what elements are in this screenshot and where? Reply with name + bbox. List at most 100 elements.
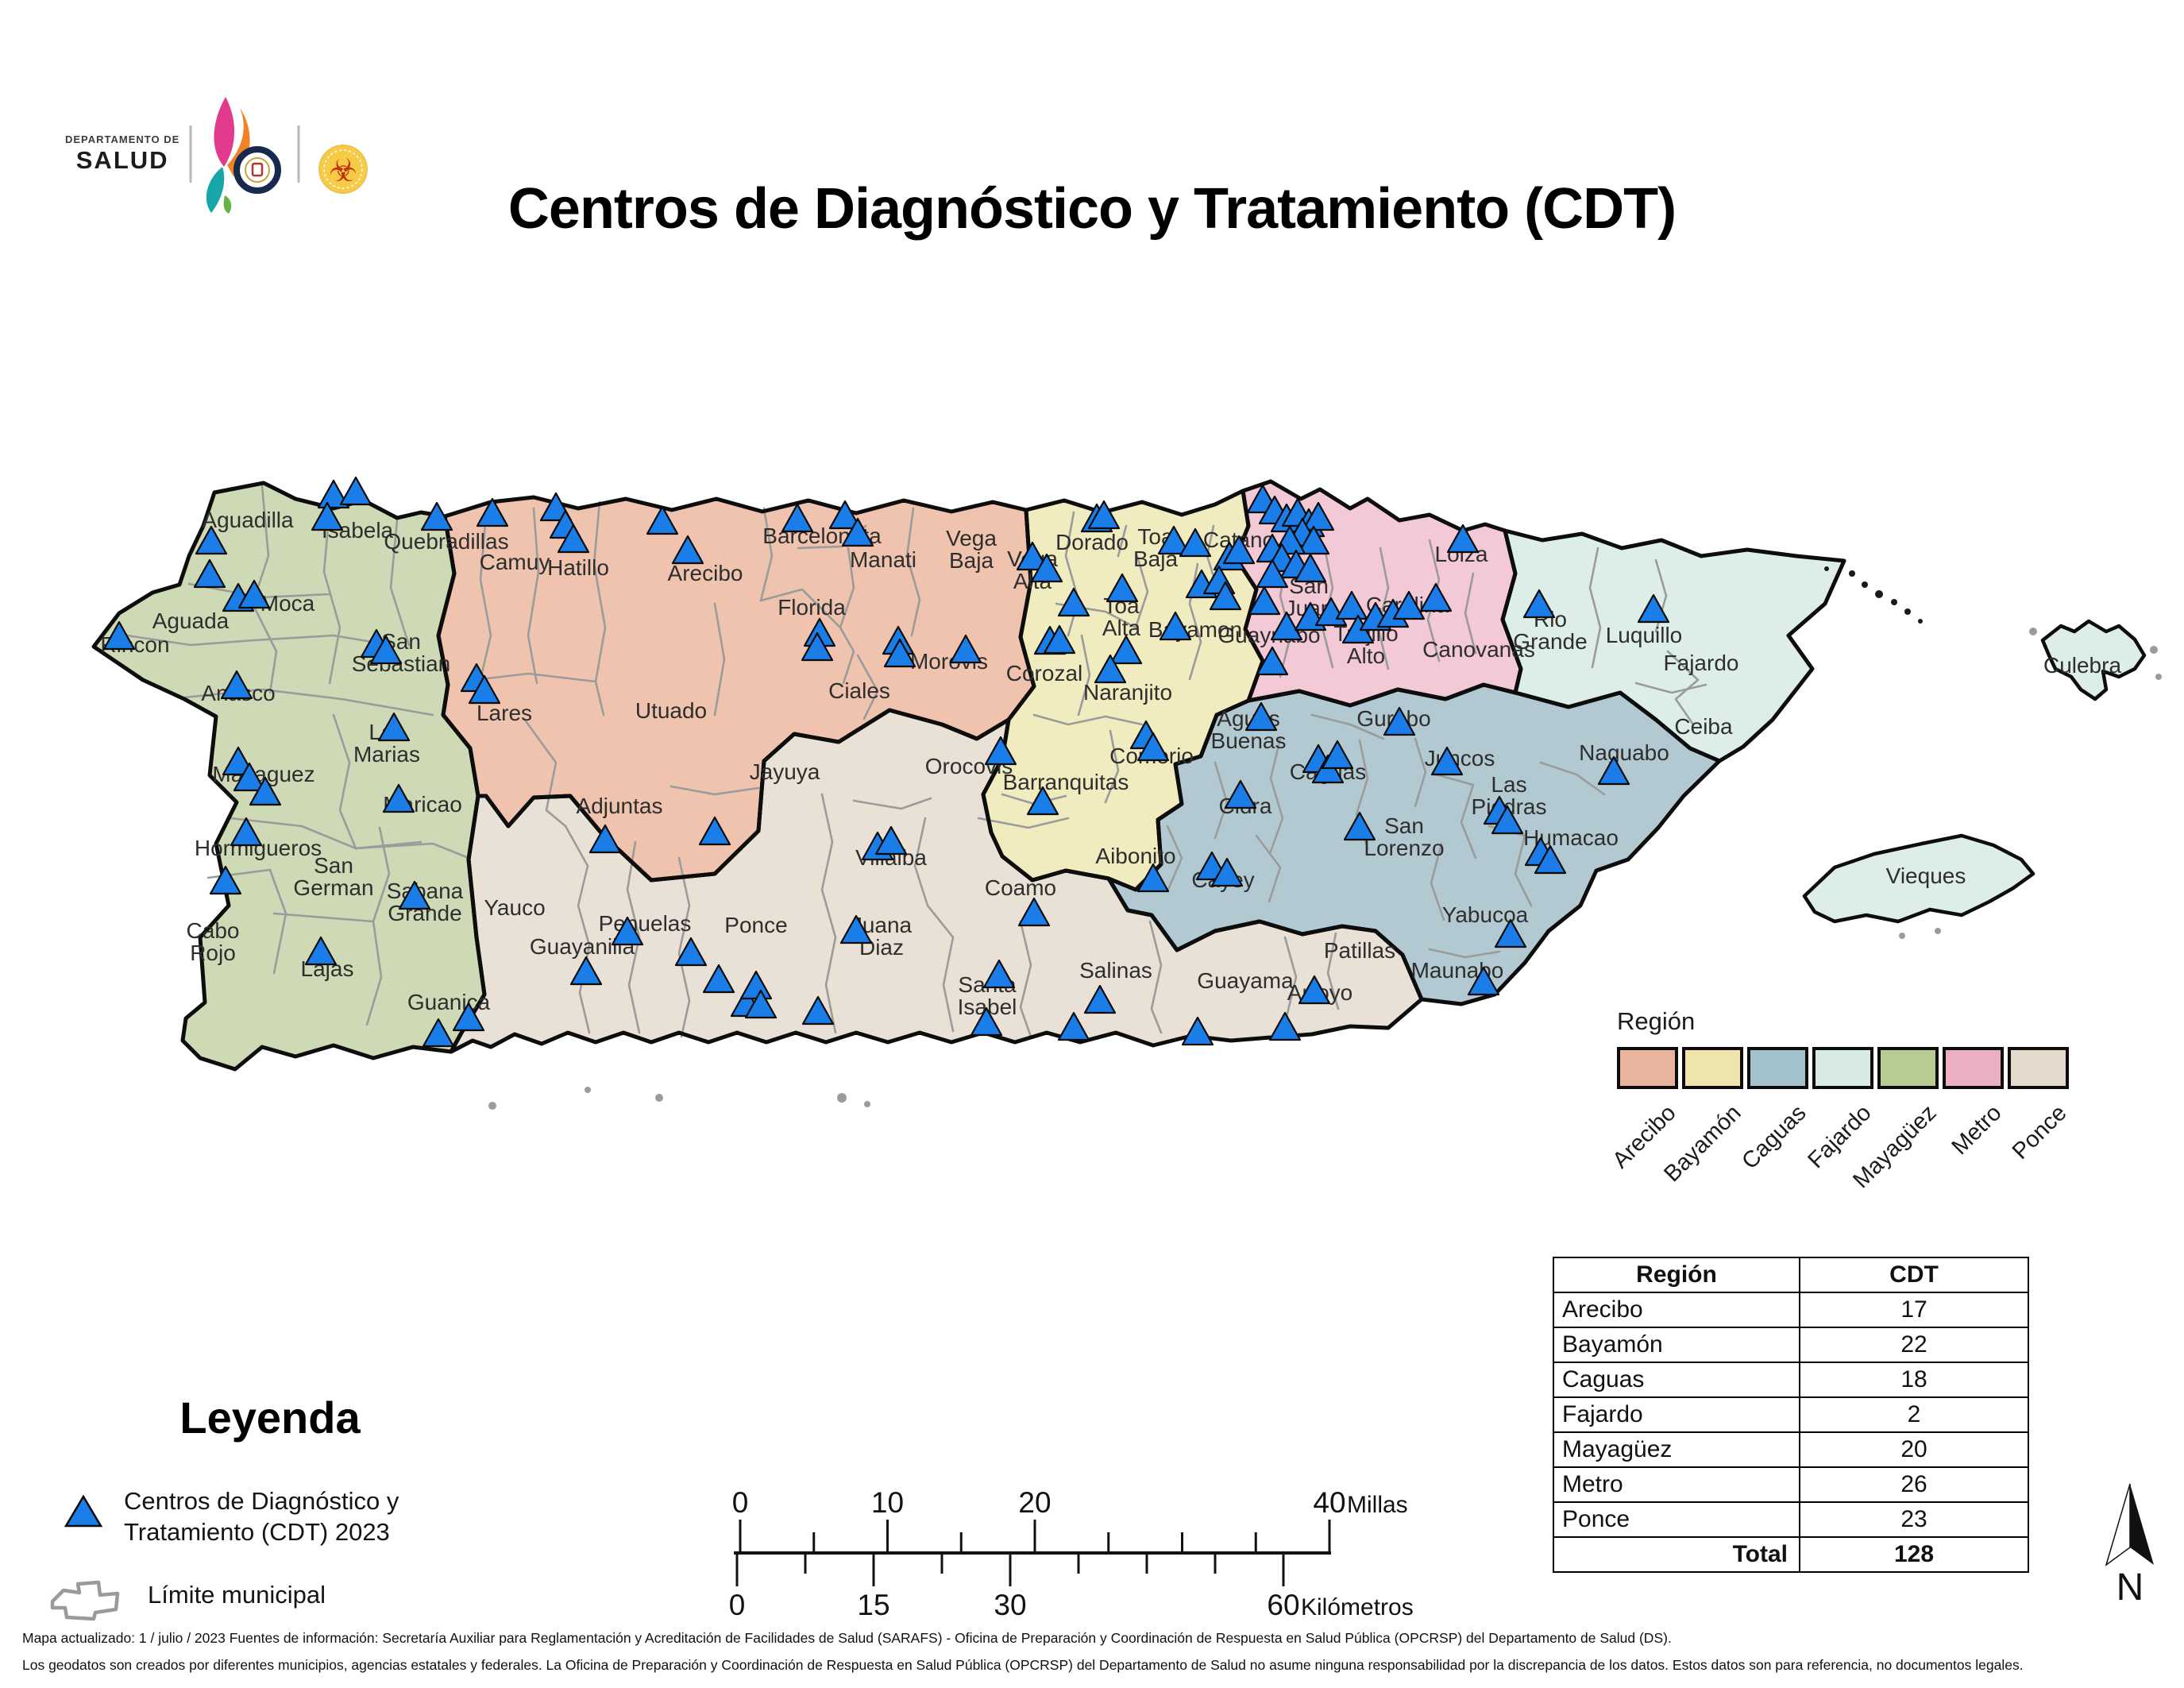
table-header-cdt: CDT (1799, 1257, 2029, 1293)
municipality-label: Lares (477, 701, 532, 725)
header-logo-art: ☣ (189, 97, 369, 214)
cdt-marker (1016, 541, 1049, 571)
municipal-boundary-line (1428, 948, 1501, 959)
cdt-marker (1321, 740, 1354, 770)
department-wordmark: DEPARTAMENTO DE SALUD (65, 133, 179, 175)
table-row-caguas: Caguas 18 (1553, 1362, 2029, 1398)
cdt-marker (1268, 1011, 1302, 1041)
cdt-marker (1030, 553, 1063, 583)
municipal-boundary-line (977, 817, 1070, 829)
cdt-marker (1157, 525, 1190, 555)
municipality-label: Fajardo (1664, 651, 1739, 675)
cdt-marker (1083, 984, 1117, 1014)
municipal-boundary-line (1117, 524, 1128, 558)
municipal-boundary-line (1310, 713, 1385, 740)
islet (1904, 608, 1911, 615)
municipality-label: Salinas (1079, 958, 1152, 983)
table-cell-total-label: Total (1553, 1536, 1800, 1573)
municipal-boundary-line (1077, 634, 1091, 717)
legend-cdt-label-line1: Centros de Diagnóstico y (124, 1487, 399, 1515)
cdt-marker (195, 525, 228, 555)
municipal-boundary-line (1464, 572, 1477, 655)
municipality-label: Moca (260, 591, 315, 616)
municipal-boundary-line (1166, 825, 1183, 893)
municipality-label: Aguadilla (202, 508, 294, 532)
cdt-marker (220, 670, 253, 700)
islet (655, 1094, 663, 1102)
cdt-marker (1298, 975, 1331, 1005)
cdt-marker (1210, 857, 1244, 887)
cdt-marker (698, 816, 731, 846)
cdt-marker (1057, 587, 1090, 617)
cdt-marker (452, 1002, 485, 1032)
islet (1824, 566, 1829, 571)
cdt-marker (1159, 611, 1192, 641)
department-line2: SALUD (75, 146, 169, 174)
department-line1: DEPARTAMENTO DE (65, 133, 180, 145)
cdt-marker (422, 1018, 455, 1048)
cdt-marker (1335, 590, 1368, 620)
scalebar-miles-value: 20 (1018, 1486, 1051, 1519)
region-fajardo (1503, 531, 1844, 761)
municipality-label: Naguabo (1579, 740, 1669, 765)
north-arrow-left-half (2105, 1483, 2131, 1566)
cdt-marker (1522, 589, 1556, 619)
page-title: Centros de Diagnóstico y Tratamiento (CD… (507, 177, 1677, 241)
legend-swatch-metro (1943, 1047, 2004, 1089)
cdt-marker (1136, 732, 1170, 762)
cdt-marker (102, 620, 136, 651)
cdt-marker (1419, 582, 1453, 612)
municipal-boundary-line (1064, 511, 1080, 637)
municipal-boundary-line (332, 713, 357, 850)
municipality-label: San German (293, 853, 373, 900)
islet (1862, 581, 1868, 588)
islet (1891, 599, 1897, 605)
cdt-marker (646, 505, 679, 535)
cdt-marker (1637, 593, 1670, 624)
cdt-marker (1043, 624, 1076, 655)
cdt-marker (1491, 805, 1524, 835)
municipal-boundary-line (713, 602, 726, 717)
cdt-marker (311, 501, 344, 531)
municipal-boundary-line (820, 793, 837, 1034)
scalebar-miles-value: 10 (871, 1486, 904, 1519)
municipal-boundary-line (913, 817, 929, 907)
municipal-boundary-line (1376, 547, 1390, 670)
scalebar: 0 10 20 40 Millas 0 15 30 60 Kilómetros (729, 1486, 1414, 1619)
municipality-label: Aguada (152, 608, 230, 633)
cdt-marker (209, 865, 242, 895)
islet (1899, 933, 1905, 939)
cdt-marker (1109, 635, 1143, 665)
municipality-label: Corozal (1006, 661, 1082, 686)
municipality-label: Utuado (635, 698, 707, 723)
cdt-marker (970, 1006, 1003, 1037)
ribbon-logo-icon (206, 97, 250, 214)
municipality-label: Penuelas (599, 911, 692, 936)
table-cell-cdt: 22 (1799, 1327, 2029, 1363)
municipal-boundary-line (1539, 761, 1606, 796)
table-cell-region: Bayamón (1553, 1327, 1800, 1363)
municipal-boundary-line (905, 507, 921, 637)
cdt-marker (828, 500, 862, 530)
municipality-label: Camuy (480, 550, 550, 574)
municipal-boundary-line (479, 513, 492, 681)
biohazard-icon: ☣ (318, 145, 369, 194)
municipal-boundary-line (1414, 737, 1427, 808)
municipal-boundary-line (759, 588, 855, 685)
table-cell-region: Ponce (1553, 1501, 1800, 1538)
municipal-boundary-line (1326, 932, 1340, 1010)
municipality-label: Adjuntas (577, 794, 663, 818)
municipal-boundary-line (1430, 842, 1445, 921)
table-row-fajardo: Fajardo 2 (1553, 1396, 2029, 1433)
municipal-boundary-line (1434, 773, 1477, 859)
municipality-label: Vieques (1886, 863, 1966, 888)
municipality-label: Yauco (484, 895, 545, 920)
municipality-label: Ciales (828, 678, 890, 703)
cdt-marker (569, 956, 603, 986)
cdt-marker (1294, 553, 1327, 583)
legend-swatch-arecibo (1617, 1047, 1678, 1089)
cdt-marker (1597, 755, 1630, 786)
cdt-marker (982, 959, 1016, 989)
table-cell-region: Caguas (1553, 1362, 1800, 1398)
cdt-marker (1467, 966, 1500, 996)
